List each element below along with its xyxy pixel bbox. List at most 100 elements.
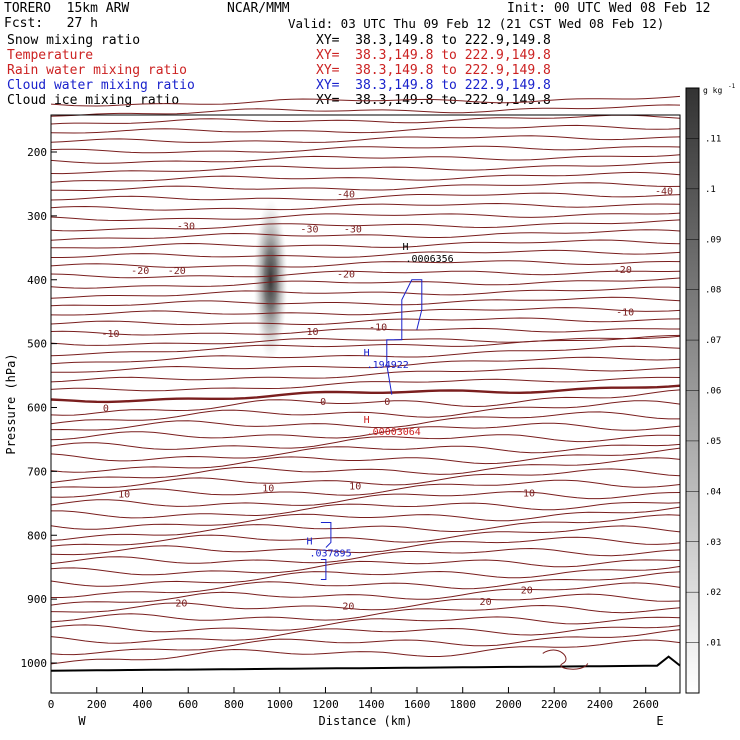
valid-time: Valid: 03 UTC Thu 09 Feb 12 (21 CST Wed … <box>288 16 665 31</box>
isotherm-line <box>51 356 681 373</box>
temperature-label: 0 <box>103 404 109 415</box>
isotherm-line <box>50 616 681 633</box>
temperature-label: 0 <box>384 397 390 408</box>
isotherm-line <box>50 202 681 211</box>
x-tick-label: 2200 <box>541 698 568 711</box>
colorbar-tick-label: .09 <box>705 235 721 245</box>
isotherm-line <box>50 559 681 576</box>
maximum-value: .0006356 <box>406 254 454 265</box>
isotherm-line <box>50 161 681 175</box>
isotherm-line <box>50 629 681 656</box>
isotherm-line <box>50 639 681 665</box>
isotherm-line <box>50 367 681 383</box>
maximum-value: .037895 <box>309 548 351 559</box>
temperature-label: -30 <box>300 225 318 236</box>
x-tick-label: 1800 <box>449 698 476 711</box>
isotherm-line <box>50 296 681 307</box>
isotherm-line <box>50 239 681 249</box>
colorbar-unit-exponent: -1 <box>728 83 736 90</box>
temperature-label: -10 <box>616 308 634 319</box>
maximum-letter: H <box>364 348 370 359</box>
isotherm-line <box>50 384 681 404</box>
temperature-label: -10 <box>101 329 119 340</box>
colorbar-tick-label: .01 <box>705 639 721 649</box>
isotherm-line <box>50 411 680 431</box>
x-tick-label: 200 <box>87 698 107 711</box>
colorbar-tick-label: .11 <box>705 134 721 144</box>
x-tick-label: 600 <box>178 698 198 711</box>
model-title: TORERO 15km ARW <box>4 1 130 16</box>
isotherm-line <box>50 565 681 587</box>
isotherm-line <box>51 182 681 192</box>
isotherm-line <box>50 479 681 498</box>
x-tick-label: 1000 <box>266 698 293 711</box>
isotherm-line <box>50 219 681 232</box>
isotherm-line <box>50 145 681 154</box>
temperature-label: 0 <box>320 397 326 408</box>
maximum-value: .194922 <box>367 360 409 371</box>
terrain-line <box>50 655 681 672</box>
init-time: Init: 00 UTC Wed 08 Feb 12 <box>507 1 711 16</box>
east-endpoint-label: E <box>656 714 663 728</box>
maximum-letter: H <box>403 242 409 253</box>
west-endpoint-label: W <box>78 714 86 728</box>
temperature-label: -30 <box>344 225 362 236</box>
isotherm-line <box>50 154 681 164</box>
temperature-label: -20 <box>614 265 632 276</box>
cloud-water-contour <box>320 521 332 581</box>
isotherm-line <box>50 457 681 483</box>
isotherm-line <box>50 104 681 117</box>
isotherm-line <box>50 114 681 125</box>
y-tick-label: 500 <box>27 338 47 351</box>
colorbar-tick-label: .06 <box>705 387 721 397</box>
y-tick-label: 900 <box>27 593 47 606</box>
field-xy-snow: XY= 38.3,149.8 to 222.9,149.8 <box>316 33 551 48</box>
field-label-cloud-ice: Cloud ice mixing ratio <box>7 93 180 108</box>
isotherm-line <box>50 260 681 268</box>
isotherm-line <box>50 270 681 279</box>
colorbar-tick-label: .03 <box>705 538 721 548</box>
isotherm-line <box>50 345 681 365</box>
isotherm-line <box>51 501 681 519</box>
forecast-hour: Fcst: 27 h <box>4 16 98 31</box>
temperature-label: 10 <box>349 481 361 492</box>
x-tick-label: 2600 <box>632 698 659 711</box>
isotherm-line <box>50 229 681 241</box>
colorbar-tick-label: .02 <box>705 588 721 598</box>
x-tick-label: 2000 <box>495 698 522 711</box>
y-tick-label: 300 <box>27 210 47 223</box>
temperature-label: 10 <box>118 490 130 501</box>
temperature-label: 10 <box>262 483 274 494</box>
isotherm-line <box>50 317 681 326</box>
isotherm-line <box>50 307 681 316</box>
isotherm-line <box>50 443 681 462</box>
isotherm-line <box>50 124 681 134</box>
cloud-water-contour <box>386 279 423 395</box>
isotherm-line <box>50 506 681 530</box>
isotherm-line <box>50 192 681 201</box>
y-tick-label: 700 <box>27 465 47 478</box>
isotherm-line <box>50 334 681 357</box>
isotherm-line <box>50 434 681 450</box>
temperature-label: -20 <box>168 266 186 277</box>
colorbar-tick-label: .05 <box>705 437 721 447</box>
field-label-cloud-water: Cloud water mixing ratio <box>7 78 195 93</box>
isotherm-line <box>50 135 681 143</box>
temperature-label: 20 <box>521 586 533 597</box>
isotherm-line <box>51 571 681 598</box>
x-tick-label: 0 <box>48 698 55 711</box>
colorbar-tick-label: .07 <box>705 336 721 346</box>
isotherm-line <box>50 277 681 289</box>
field-xy-cloud-water: XY= 38.3,149.8 to 222.9,149.8 <box>316 78 551 93</box>
colorbar-tick-label: .1 <box>705 185 716 195</box>
isotherm-line <box>50 625 681 644</box>
maximum-letter: H <box>364 415 370 426</box>
y-tick-label: 600 <box>27 402 47 415</box>
x-tick-label: 2400 <box>587 698 614 711</box>
temperature-label: -10 <box>300 327 318 338</box>
x-tick-label: 800 <box>224 698 244 711</box>
y-tick-label: 400 <box>27 274 47 287</box>
isotherm-line <box>50 376 681 392</box>
y-tick-label: 800 <box>27 529 47 542</box>
